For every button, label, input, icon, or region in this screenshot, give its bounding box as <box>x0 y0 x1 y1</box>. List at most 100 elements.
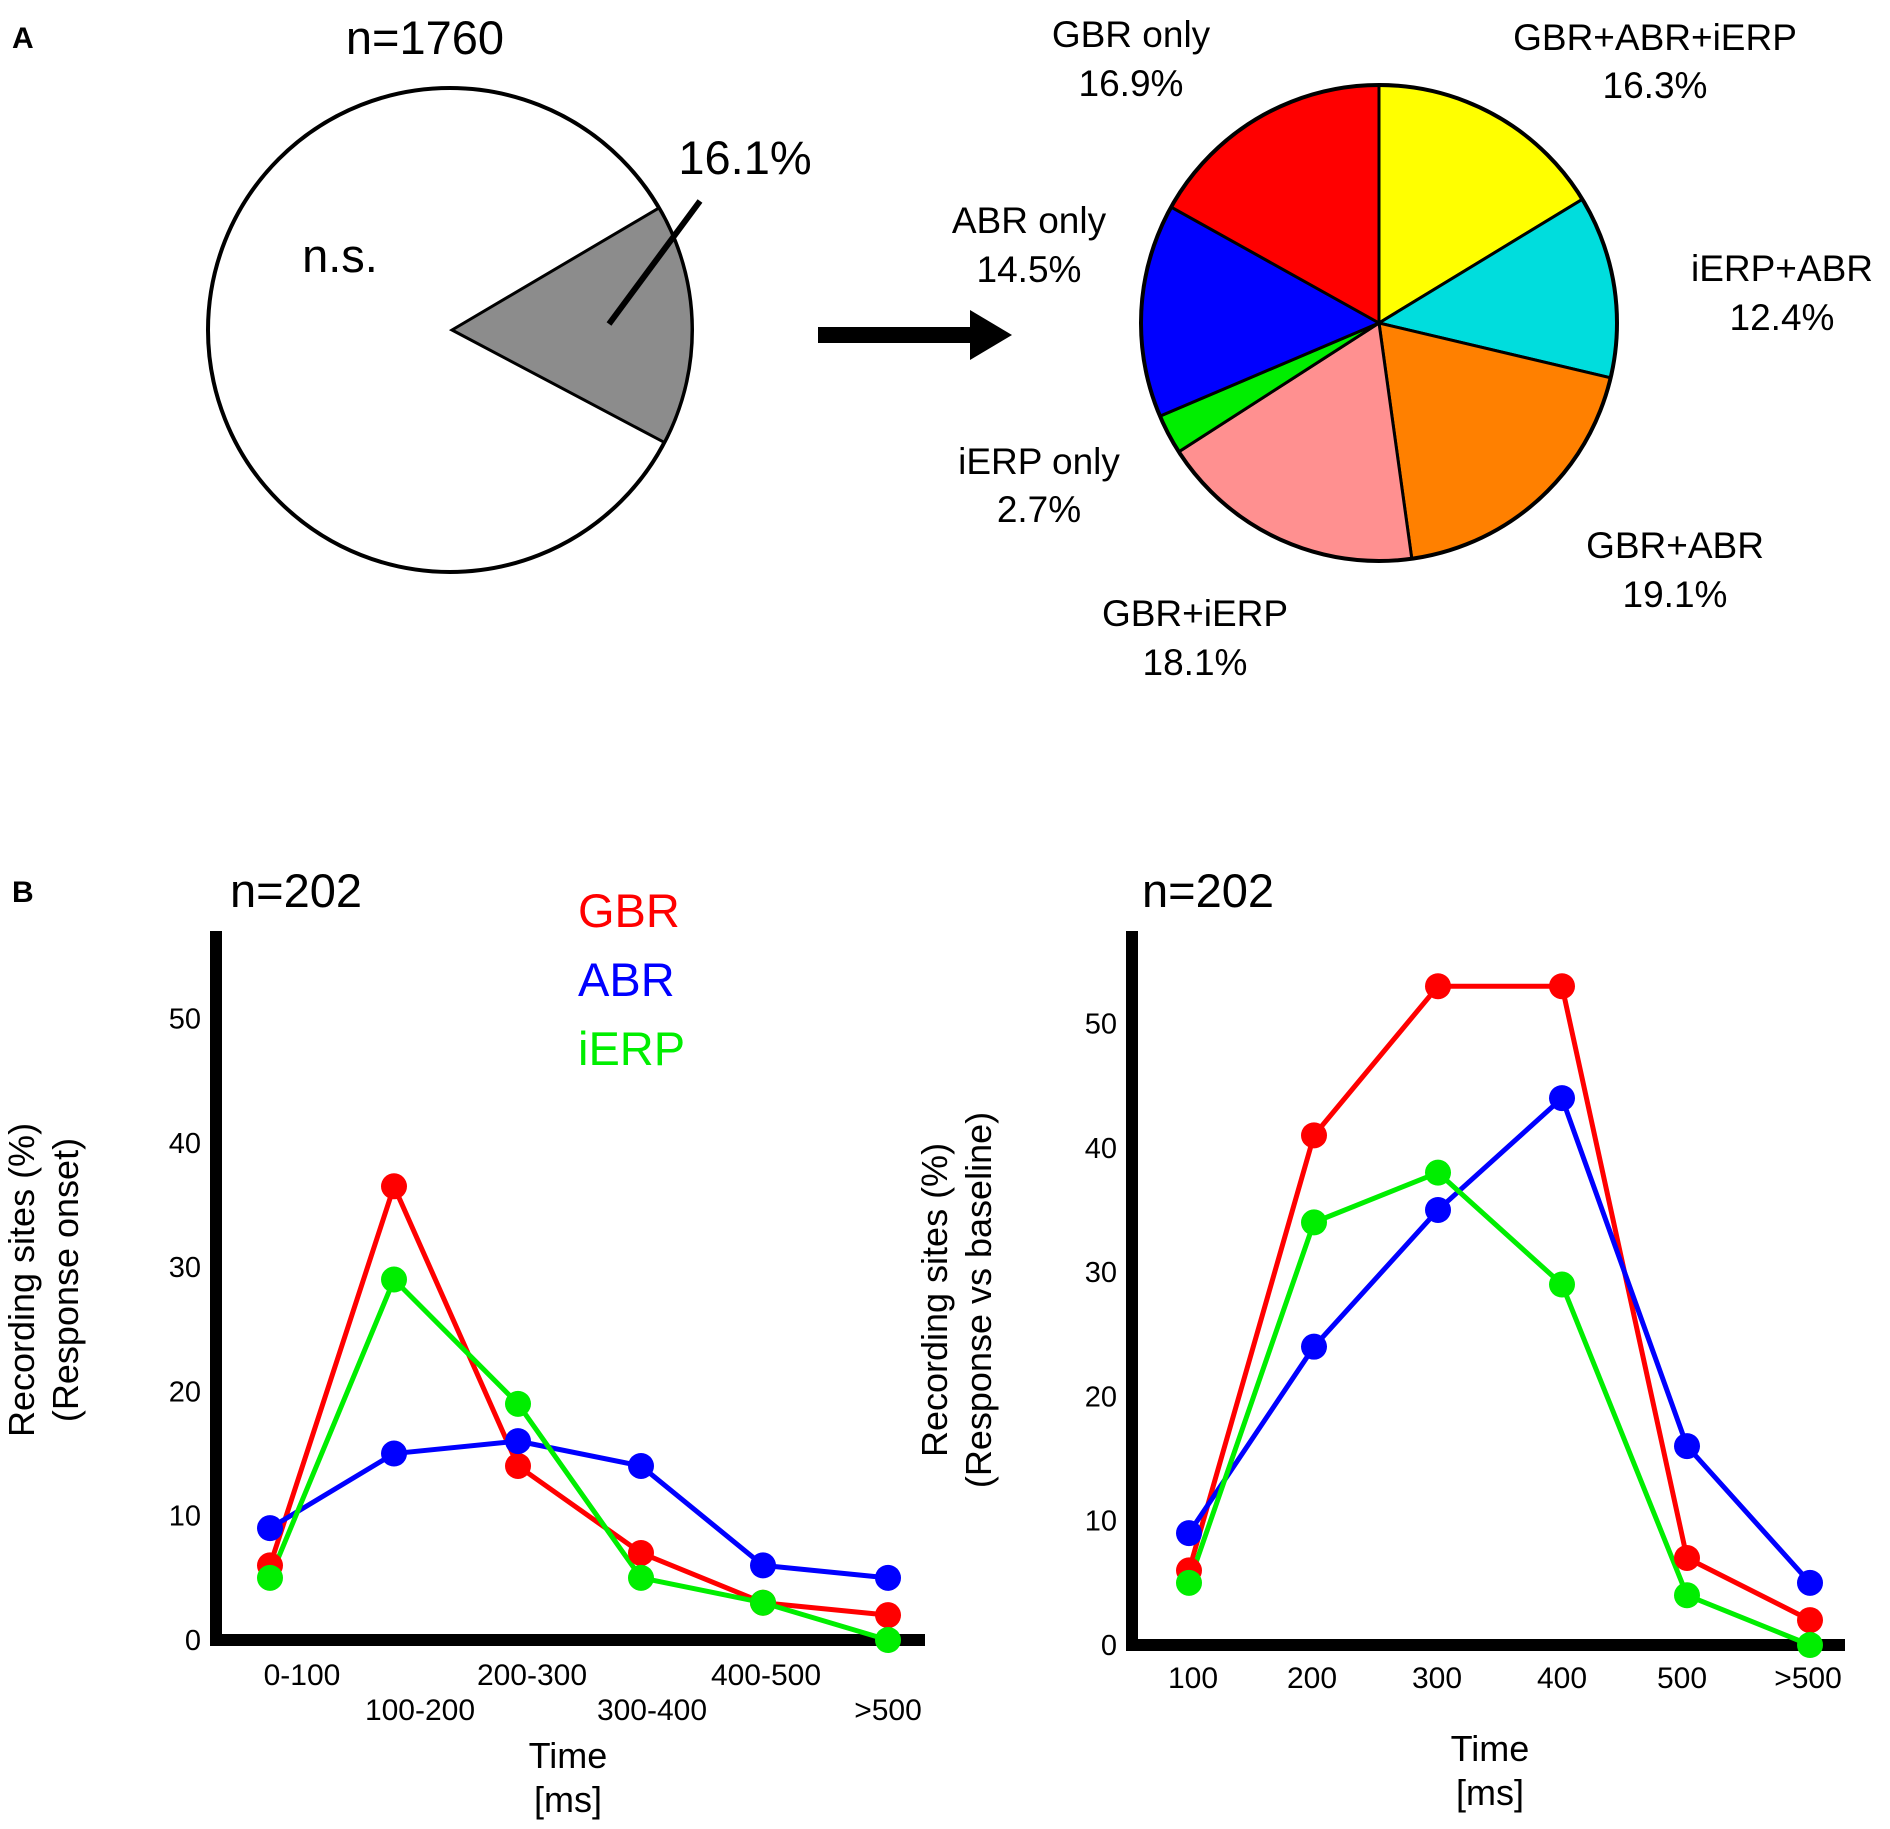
chartL-xtick-300-400: 300-400 <box>597 1694 707 1727</box>
chartR-point-ierp-0 <box>1176 1569 1202 1596</box>
chartR-ytick-20: 20 <box>1085 1381 1117 1413</box>
chartL-ytick-30: 30 <box>169 1252 201 1284</box>
pie2-outline <box>1139 83 1619 563</box>
chartL-point-ierp-2 <box>505 1390 531 1417</box>
chartR-point-ierp-5 <box>1797 1632 1823 1658</box>
chartL-point-abr-3 <box>628 1452 654 1479</box>
chartL-ylabel: Recording sites (%) <box>1 1123 42 1437</box>
chartR-point-abr-4 <box>1674 1433 1700 1460</box>
chartR-point-gbr-4 <box>1674 1544 1700 1571</box>
line-chart-response-onset: n=202 GBR ABR iERP 0 10 20 30 40 50 0-100 100-2… <box>1 864 925 1820</box>
chartR-line-abr <box>1186 1095 1812 1585</box>
chartL-point-ierp-3 <box>628 1564 654 1591</box>
chartL-point-ierp-4 <box>750 1589 776 1616</box>
chartR-ylabel-sub: (Response vs baseline) <box>958 1112 999 1488</box>
chartL-ytick-10: 10 <box>169 1501 201 1533</box>
chartR-point-abr-5 <box>1797 1569 1823 1596</box>
line-chart-response-vs-baseline: n=202 0 10 20 30 40 50 100 200 300 400 500 >500 Time… <box>914 864 1845 1813</box>
chartR-line-ierp <box>1186 1170 1811 1648</box>
pie-chart-breakdown: GBR+ABR+iERP 16.3% iERP+ABR 12.4% GBR+ABR 19.… <box>952 14 1873 683</box>
chartL-xtick-400-500: 400-500 <box>711 1659 821 1692</box>
chartL-line-gbr <box>267 1183 889 1618</box>
chartR-ytick-40: 40 <box>1085 1133 1117 1165</box>
chartL-ytick-20: 20 <box>169 1376 201 1408</box>
chartR-point-gbr-5 <box>1797 1607 1823 1634</box>
pie2-label-ierp-abr: iERP+ABR <box>1691 248 1873 289</box>
pie2-pct-ierp-abr: 12.4% <box>1730 297 1835 338</box>
panel-b-label: B <box>12 876 34 909</box>
chartL-xtick-200-300: 200-300 <box>477 1659 587 1692</box>
pie2-pct-gbr-abr-ierp: 16.3% <box>1603 65 1708 106</box>
chartL-point-gbr-5 <box>875 1602 901 1629</box>
chartR-point-ierp-2 <box>1425 1159 1451 1186</box>
pie1-significant-slice <box>448 205 694 445</box>
chartL-xlabel: Time <box>529 1735 608 1776</box>
chartR-point-abr-3 <box>1549 1085 1575 1112</box>
chartL-ytick-50: 50 <box>169 1004 201 1036</box>
chartL-ytick-40: 40 <box>169 1128 201 1160</box>
pie2-pct-abr-only: 14.5% <box>977 249 1082 290</box>
chartR-xtick-100: 100 <box>1168 1662 1218 1695</box>
chartL-line-ierp <box>267 1277 889 1643</box>
legend-ierp: iERP <box>578 1022 685 1075</box>
legend-gbr: GBR <box>578 884 680 937</box>
chartR-xtick-500: 500 <box>1657 1662 1707 1695</box>
chartR-title: n=202 <box>1142 864 1274 917</box>
chartL-point-gbr-2 <box>505 1452 531 1479</box>
chartL-point-abr-4 <box>750 1552 776 1579</box>
pie2-label-gbr-ierp: GBR+iERP <box>1102 593 1288 634</box>
pie2-label-gbr-abr-ierp: GBR+ABR+iERP <box>1513 17 1797 58</box>
chartL-point-ierp-5 <box>875 1627 901 1653</box>
chartR-point-ierp-4 <box>1674 1582 1700 1609</box>
chartR-ytick-10: 10 <box>1085 1506 1117 1538</box>
pie2-pct-ierp-only: 2.7% <box>997 489 1081 530</box>
chartR-point-abr-1 <box>1301 1333 1327 1360</box>
chartL-y-axis <box>210 931 222 1646</box>
pie1-sig-label: 16.1% <box>678 131 811 184</box>
chartL-point-abr-5 <box>875 1564 901 1591</box>
chartR-xtick-200: 200 <box>1287 1662 1337 1695</box>
chartL-xtick-500: >500 <box>854 1694 922 1727</box>
chartR-ylabel: Recording sites (%) <box>914 1143 955 1457</box>
pie2-label-ierp-only: iERP only <box>958 441 1120 482</box>
chartR-ytick-50: 50 <box>1085 1009 1117 1041</box>
chartR-point-gbr-2 <box>1425 973 1451 1000</box>
pie1-ns-label: n.s. <box>302 229 378 282</box>
chartR-x-axis <box>1126 1639 1845 1651</box>
chartR-xlabel-unit: [ms] <box>1456 1772 1524 1813</box>
chartR-xlabel: Time <box>1451 1728 1530 1769</box>
chartL-line-abr <box>268 1438 889 1581</box>
chartR-point-abr-0 <box>1176 1520 1202 1547</box>
legend-abr: ABR <box>578 953 675 1006</box>
chartL-point-abr-2 <box>505 1428 531 1455</box>
chartL-point-ierp-0 <box>257 1564 283 1591</box>
right-arrow-icon <box>818 310 1012 360</box>
chartL-xtick-100-200: 100-200 <box>365 1694 475 1727</box>
pie2-pct-gbr-abr: 19.1% <box>1623 574 1728 615</box>
chartR-xtick-500: >500 <box>1774 1662 1842 1695</box>
pie2-label-gbr-abr: GBR+ABR <box>1586 525 1764 566</box>
chartL-point-gbr-3 <box>628 1539 654 1566</box>
chartL-x-axis <box>210 1634 925 1646</box>
pie2-pct-gbr-only: 16.9% <box>1079 63 1184 104</box>
pie2-label-gbr-only: GBR only <box>1052 14 1211 55</box>
panel-a-label: A <box>12 22 34 55</box>
chartR-point-gbr-1 <box>1301 1122 1327 1149</box>
chartL-ylabel-sub: (Response onset) <box>45 1138 86 1422</box>
chartR-xtick-300: 300 <box>1412 1662 1462 1695</box>
chartR-ytick-30: 30 <box>1085 1257 1117 1289</box>
chartR-xtick-400: 400 <box>1537 1662 1587 1695</box>
chartL-point-abr-0 <box>257 1515 283 1542</box>
chartL-ytick-0: 0 <box>185 1625 201 1657</box>
chartR-point-ierp-3 <box>1549 1271 1575 1298</box>
pie1-title: n=1760 <box>346 11 504 64</box>
chartR-line-gbr <box>1186 983 1812 1623</box>
chartR-point-gbr-3 <box>1549 973 1575 1000</box>
chartL-point-gbr-1 <box>381 1173 407 1200</box>
chartL-xtick-0-100: 0-100 <box>264 1659 341 1692</box>
chartL-point-ierp-1 <box>381 1266 407 1293</box>
pie2-pct-gbr-ierp: 18.1% <box>1143 642 1248 683</box>
chartR-point-ierp-1 <box>1301 1209 1327 1236</box>
chartL-title: n=202 <box>230 864 362 917</box>
